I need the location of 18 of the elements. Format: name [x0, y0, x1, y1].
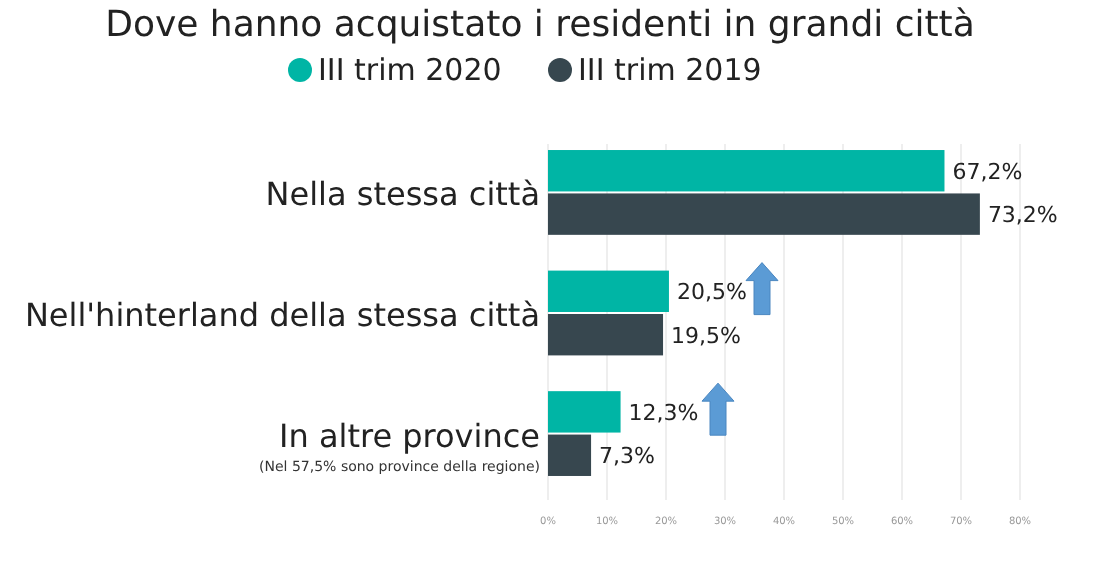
bar: [548, 270, 669, 312]
chart-title: Dove hanno acquistato i residenti in grandi città: [105, 4, 975, 46]
y-tick-label: Nella stessa città: [265, 175, 540, 214]
legend-label: III trim 2020: [318, 52, 502, 88]
y-tick-label: In altre province: [279, 416, 540, 455]
bar: [548, 150, 945, 192]
data-label: 19,5%: [671, 322, 741, 349]
bar: [548, 434, 592, 476]
bar: [548, 314, 664, 356]
bar: [548, 391, 621, 433]
y-tick-label: Nell'hinterland della stessa città: [24, 296, 540, 334]
data-label: 73,2%: [987, 202, 1058, 229]
bar: [548, 193, 980, 235]
data-label: 20,5%: [676, 279, 747, 306]
data-label: 12,3%: [628, 399, 699, 426]
data-label: 7,3%: [599, 443, 655, 470]
legend-label: III trim 2019: [578, 52, 762, 88]
data-label: 67,2%: [952, 158, 1023, 185]
